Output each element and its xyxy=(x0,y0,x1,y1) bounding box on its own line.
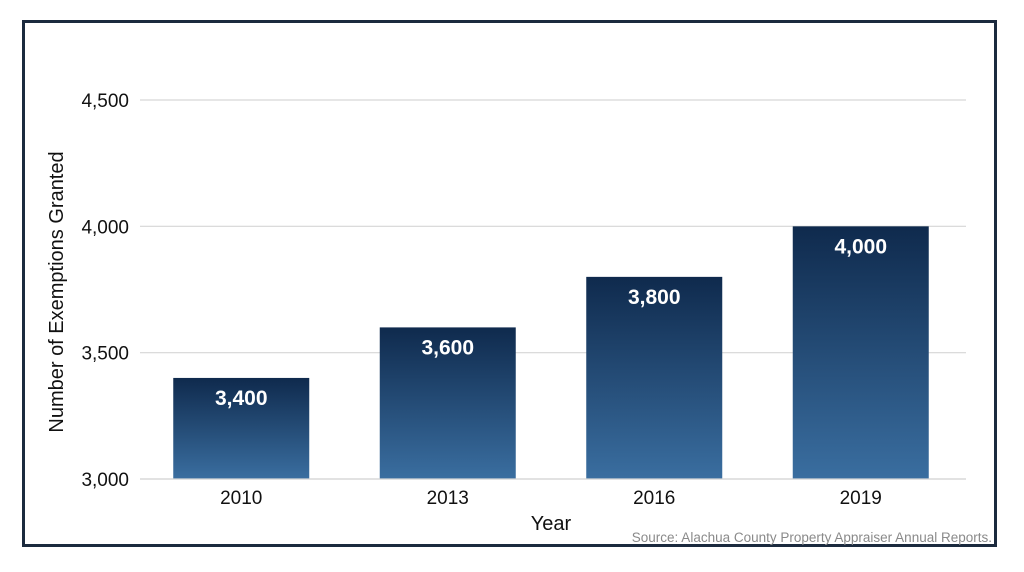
y-tick-label: 4,500 xyxy=(81,91,129,112)
bar-2013 xyxy=(379,327,516,479)
bar-2019 xyxy=(792,226,929,479)
y-tick-label: 3,500 xyxy=(81,344,129,365)
bar-value-label: 3,400 xyxy=(215,387,268,410)
y-tick-label: 4,000 xyxy=(81,217,129,238)
bar-value-label: 3,600 xyxy=(421,336,474,359)
x-axis-ticks: 2010 2013 2016 2019 xyxy=(220,488,882,509)
y-tick-label: 3,000 xyxy=(81,470,129,491)
bar-2016 xyxy=(586,276,723,479)
bar-value-label: 3,800 xyxy=(628,286,681,309)
x-tick-label: 2019 xyxy=(840,488,882,509)
bar-2010 xyxy=(173,377,310,479)
bar-value-label: 4,000 xyxy=(834,235,887,258)
source-note: Source: Alachua County Property Appraise… xyxy=(632,530,992,545)
y-axis-title: Number of Exemptions Granted xyxy=(46,151,68,432)
x-tick-label: 2016 xyxy=(633,488,675,509)
x-axis-title: Year xyxy=(531,513,572,535)
y-axis-ticks: 3,000 3,500 4,000 4,500 xyxy=(81,91,129,491)
bars: 3,400 3,600 3,800 4,000 xyxy=(140,226,966,480)
x-tick-label: 2013 xyxy=(427,488,469,509)
x-tick-label: 2010 xyxy=(220,488,262,509)
